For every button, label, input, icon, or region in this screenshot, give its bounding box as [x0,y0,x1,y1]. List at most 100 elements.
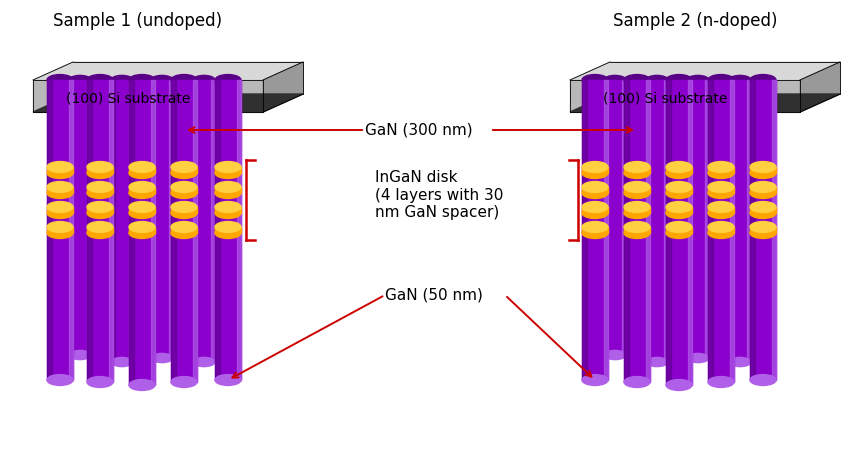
Bar [151,80,173,358]
Ellipse shape [171,188,197,198]
Ellipse shape [47,208,73,219]
Ellipse shape [171,208,197,219]
Bar [687,80,709,358]
Ellipse shape [582,188,608,198]
Polygon shape [604,80,608,355]
Ellipse shape [87,188,113,198]
Ellipse shape [129,181,155,192]
Text: GaN (50 nm): GaN (50 nm) [385,288,483,303]
Ellipse shape [215,208,241,219]
Polygon shape [33,62,303,80]
Polygon shape [211,80,215,362]
Ellipse shape [582,162,608,172]
Ellipse shape [129,167,155,179]
Bar [215,187,241,193]
Ellipse shape [666,202,692,212]
Bar [111,80,133,362]
Ellipse shape [750,202,776,212]
Bar [582,207,608,213]
Polygon shape [192,80,197,382]
Ellipse shape [666,188,692,198]
Ellipse shape [47,75,73,86]
Polygon shape [646,80,650,362]
Ellipse shape [708,202,734,212]
Bar [604,80,626,355]
Bar [69,80,91,355]
Polygon shape [570,62,840,80]
Ellipse shape [129,227,155,238]
Polygon shape [263,62,303,112]
Bar [47,207,73,213]
Ellipse shape [47,181,73,192]
Ellipse shape [47,221,73,233]
Bar [171,167,197,173]
Bar [624,80,650,382]
Bar [624,167,650,173]
Ellipse shape [708,227,734,238]
Bar [129,80,155,385]
Bar [666,207,692,213]
Polygon shape [87,80,92,382]
Ellipse shape [47,375,73,385]
Ellipse shape [666,221,692,233]
Ellipse shape [708,376,734,387]
Polygon shape [646,80,650,382]
Polygon shape [772,80,776,380]
Ellipse shape [624,167,650,179]
Bar [129,167,155,173]
Ellipse shape [129,380,155,391]
Polygon shape [109,80,113,382]
Polygon shape [570,94,840,112]
Ellipse shape [666,208,692,219]
Ellipse shape [171,162,197,172]
Ellipse shape [215,181,241,192]
Ellipse shape [129,188,155,198]
Ellipse shape [171,167,197,179]
Bar [708,207,734,213]
Ellipse shape [171,75,197,86]
Bar [87,80,113,382]
Ellipse shape [750,221,776,233]
Ellipse shape [729,75,751,85]
Bar [193,80,215,362]
Polygon shape [129,80,134,385]
Bar [215,167,241,173]
Bar [666,227,692,233]
Text: Sample 2 (n-doped): Sample 2 (n-doped) [613,12,778,30]
Bar [708,167,734,173]
Bar [47,167,73,173]
Bar [708,187,734,193]
Polygon shape [706,80,709,358]
Ellipse shape [171,181,197,192]
Ellipse shape [624,75,650,86]
Bar [87,207,113,213]
Polygon shape [33,94,303,112]
Ellipse shape [708,181,734,192]
Polygon shape [665,80,668,362]
Ellipse shape [47,162,73,172]
Bar [171,187,197,193]
Ellipse shape [624,376,650,387]
Ellipse shape [582,75,608,86]
Ellipse shape [624,181,650,192]
Ellipse shape [729,357,751,367]
Ellipse shape [708,167,734,179]
Ellipse shape [624,188,650,198]
Ellipse shape [87,376,113,387]
Ellipse shape [87,162,113,172]
Bar [47,227,73,233]
Polygon shape [33,80,263,112]
Bar [750,227,776,233]
Polygon shape [582,80,587,380]
Ellipse shape [582,181,608,192]
Ellipse shape [151,353,173,363]
Polygon shape [730,80,734,382]
Ellipse shape [215,227,241,238]
Bar [215,227,241,233]
Polygon shape [747,80,751,362]
Ellipse shape [666,227,692,238]
Ellipse shape [666,162,692,172]
Ellipse shape [666,181,692,192]
Polygon shape [729,80,734,362]
Ellipse shape [582,221,608,233]
